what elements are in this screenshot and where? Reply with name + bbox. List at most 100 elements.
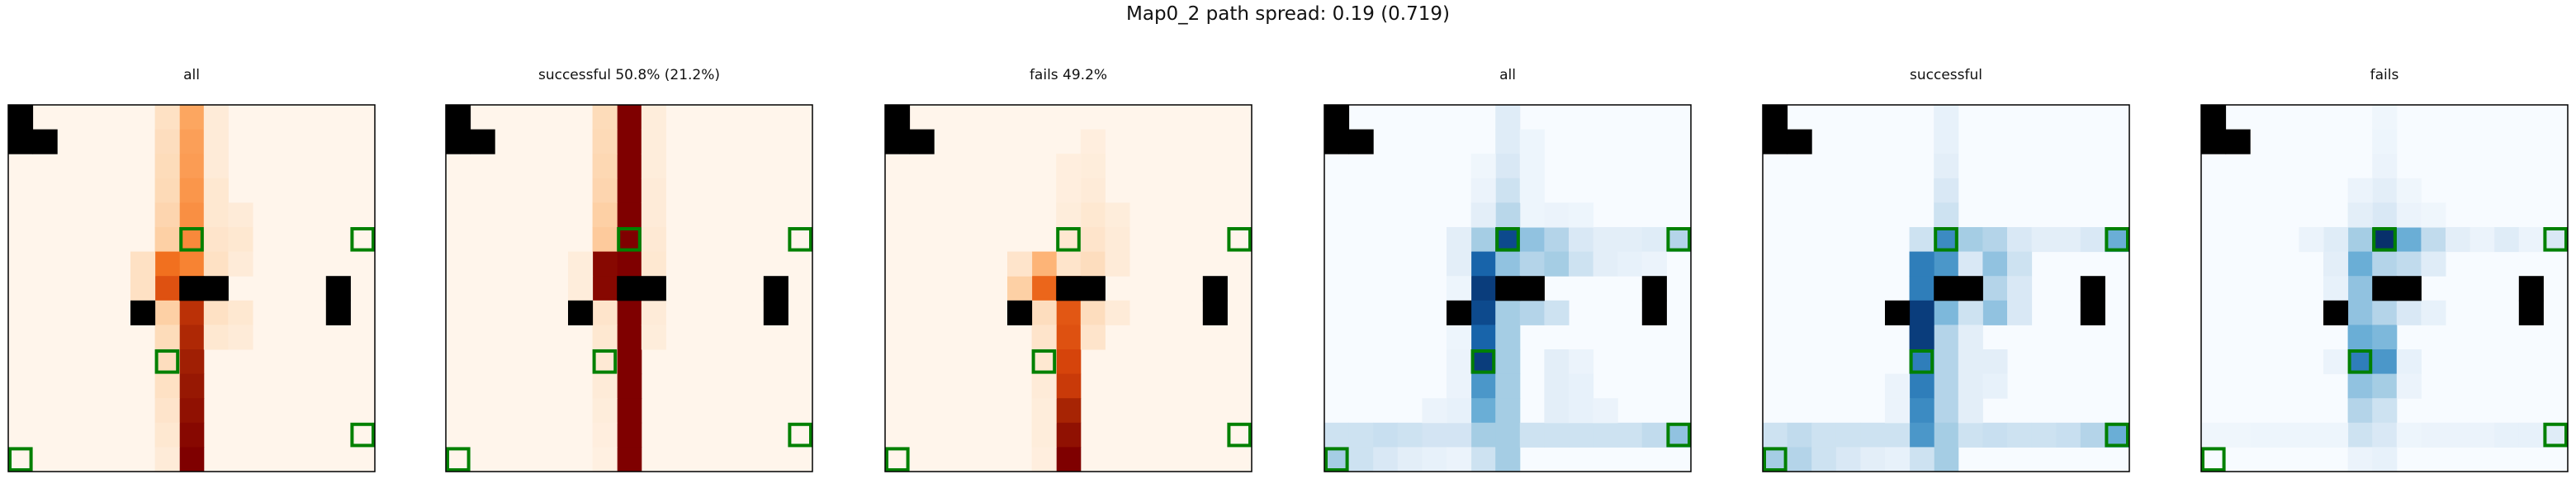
heatmap-cell [1080, 300, 1106, 325]
heatmap-cell [1470, 276, 1496, 301]
heatmap-cell [2323, 227, 2349, 253]
heatmap-cell [1470, 300, 1496, 325]
panel-frame [884, 104, 1252, 472]
heatmap-cell [2421, 422, 2446, 448]
heatmap-cell [641, 105, 666, 130]
heatmap-cell [179, 105, 205, 130]
obstacle-cell [130, 300, 156, 325]
heatmap-cell [2347, 325, 2373, 350]
heatmap-cell [1447, 349, 1472, 375]
heatmap-cell [1031, 447, 1057, 472]
target-marker [179, 227, 204, 252]
heatmap-cell [2347, 276, 2373, 301]
heatmap-cell [641, 325, 666, 350]
heatmap-cell [1617, 251, 1643, 277]
heatmap-cell [592, 154, 618, 179]
heatmap-cell [641, 178, 666, 203]
heatmap-cell [617, 447, 642, 472]
obstacle-cell [1080, 276, 1106, 301]
heatmap-cell [2056, 422, 2081, 448]
heatmap-cell [1031, 251, 1057, 277]
heatmap-cell [1544, 300, 1570, 325]
heatmap-cell [1934, 227, 1959, 253]
heatmap-cell [1495, 422, 1521, 448]
heatmap-cell [1470, 178, 1496, 203]
heatmap-cell [1324, 447, 1350, 472]
heatmap-cell [1056, 398, 1082, 424]
target-marker [2543, 227, 2568, 252]
heatmap-cell [1519, 251, 1545, 277]
heatmap-cell [203, 300, 229, 325]
heatmap-panel-1: all [7, 67, 376, 472]
obstacle-cell [2201, 129, 2227, 154]
target-marker [1227, 227, 1252, 252]
heatmap-cell [2007, 300, 2033, 325]
heatmap-cell [154, 422, 180, 448]
heatmap-cell [2031, 227, 2057, 253]
obstacle-cell [2080, 300, 2105, 325]
panel-frame [1762, 104, 2130, 472]
heatmap-cell [2007, 276, 2033, 301]
heatmap-cell [1422, 447, 1447, 472]
heatmap-cell [154, 300, 180, 325]
obstacle-cell [2225, 129, 2251, 154]
heatmap-cell [592, 129, 618, 154]
heatmap-cell [617, 178, 642, 203]
heatmap-cell [1056, 373, 1082, 399]
heatmap-cell [179, 154, 205, 179]
heatmap-cell [154, 447, 180, 472]
heatmap-cell [2372, 105, 2398, 130]
heatmap-cell [1470, 325, 1496, 350]
heatmap-cell [1080, 325, 1106, 350]
obstacle-cell [568, 300, 594, 325]
heatmap-cell [154, 129, 180, 154]
heatmap-cell [1447, 422, 1472, 448]
heatmap-cell [1544, 251, 1570, 277]
heatmap-cell [1934, 154, 1959, 179]
heatmap-cell [2347, 300, 2373, 325]
heatmap-cell [179, 422, 205, 448]
target-marker [1666, 422, 1692, 448]
heatmap-cell [568, 276, 594, 301]
heatmap-cell [1958, 349, 1983, 375]
heatmap-cell [154, 227, 180, 253]
heatmap-cell [154, 373, 180, 399]
heatmap-cell [1519, 154, 1545, 179]
heatmap-cell [1495, 447, 1521, 472]
heatmap-cell [228, 251, 253, 277]
heatmap-cell [592, 349, 618, 375]
target-marker [154, 349, 180, 374]
heatmap-cell [617, 227, 642, 253]
heatmap-cell [2323, 276, 2349, 301]
target-marker [2105, 422, 2129, 448]
heatmap-cell [1885, 422, 1911, 448]
heatmap-cell [1495, 129, 1521, 154]
heatmap-cell [1934, 447, 1959, 472]
heatmap-cell [2007, 251, 2033, 277]
heatmap-cell [1056, 251, 1082, 277]
panel-title: all [1499, 67, 1516, 83]
heatmap-cell [1909, 300, 1934, 325]
heatmap-cell [154, 398, 180, 424]
obstacle-cell [1958, 276, 1983, 301]
heatmap-cell [2347, 178, 2373, 203]
obstacle-cell [1056, 276, 1082, 301]
heatmap-cell [1470, 349, 1496, 375]
heatmap-cell [203, 178, 229, 203]
heatmap-cell [1519, 202, 1545, 228]
heatmap-cell [1934, 373, 1959, 399]
heatmap-cell [1470, 251, 1496, 277]
heatmap-cell [1909, 373, 1934, 399]
heatmap-cell [1958, 251, 1983, 277]
heatmap-cell [1860, 422, 1886, 448]
heatmap-cell [2396, 227, 2422, 253]
heatmap-cell [1909, 422, 1934, 448]
heatmap-cell [179, 373, 205, 399]
heatmap-cell [1056, 422, 1082, 448]
heatmap-cell [154, 202, 180, 228]
target-marker [2105, 227, 2129, 252]
heatmap-cell [1105, 202, 1130, 228]
heatmap-cell [1470, 202, 1496, 228]
heatmap-cell [2396, 349, 2422, 375]
heatmap-cell [130, 251, 156, 277]
